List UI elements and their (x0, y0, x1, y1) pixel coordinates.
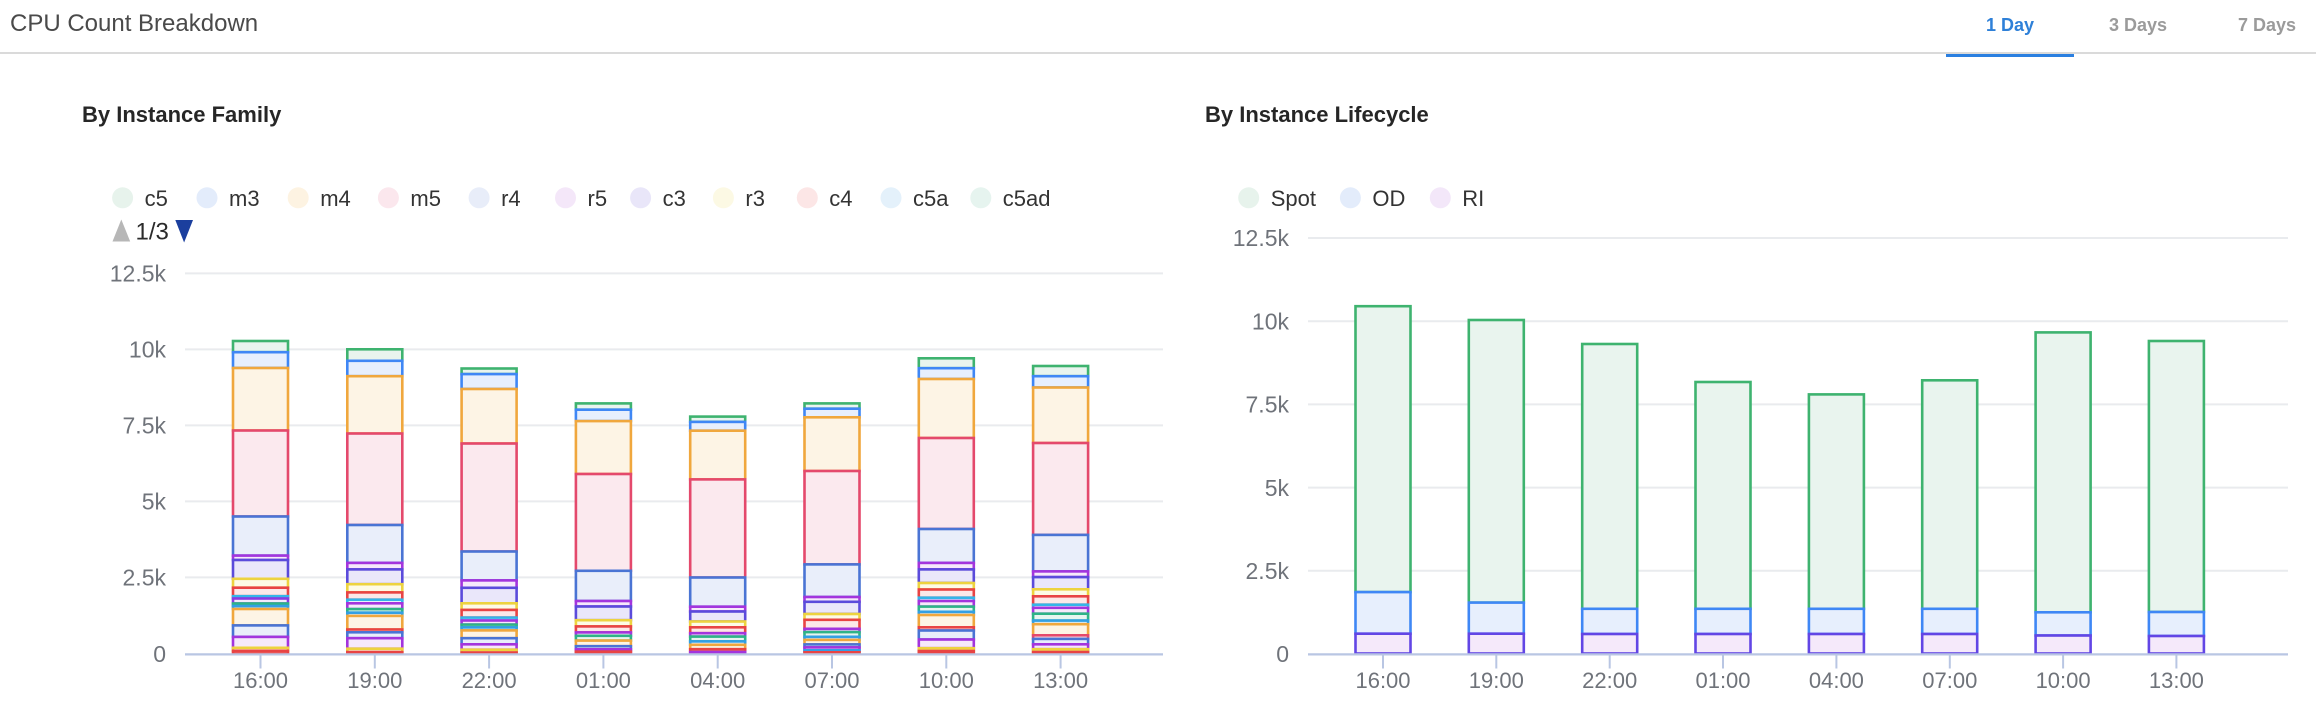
svg-text:13:00: 13:00 (2149, 668, 2204, 693)
svg-text:c5ad: c5ad (1003, 186, 1051, 211)
svg-text:m4: m4 (320, 186, 351, 211)
svg-text:12.5k: 12.5k (110, 261, 167, 287)
svg-text:7.5k: 7.5k (123, 413, 167, 439)
svg-text:04:00: 04:00 (1809, 668, 1864, 693)
svg-text:5k: 5k (1265, 475, 1290, 501)
svg-text:r3: r3 (745, 186, 765, 211)
svg-text:2.5k: 2.5k (1246, 558, 1290, 584)
svg-text:5k: 5k (142, 489, 167, 515)
svg-text:12.5k: 12.5k (1233, 225, 1290, 251)
svg-text:07:00: 07:00 (804, 668, 859, 693)
svg-text:0: 0 (1276, 641, 1289, 667)
svg-text:16:00: 16:00 (233, 668, 288, 693)
svg-text:c4: c4 (829, 186, 852, 211)
svg-text:10:00: 10:00 (2036, 668, 2091, 693)
svg-text:m3: m3 (229, 186, 260, 211)
svg-text:22:00: 22:00 (462, 668, 517, 693)
svg-text:r4: r4 (501, 186, 521, 211)
svg-text:OD: OD (1372, 186, 1405, 211)
svg-text:Spot: Spot (1271, 186, 1316, 211)
svg-text:19:00: 19:00 (347, 668, 402, 693)
svg-text:c5a: c5a (913, 186, 949, 211)
svg-text:10k: 10k (129, 337, 167, 363)
svg-text:RI: RI (1462, 186, 1484, 211)
svg-text:m5: m5 (410, 186, 441, 211)
svg-text:r5: r5 (588, 186, 608, 211)
svg-text:22:00: 22:00 (1582, 668, 1637, 693)
svg-text:01:00: 01:00 (1695, 668, 1750, 693)
svg-text:c5: c5 (145, 186, 168, 211)
svg-text:7.5k: 7.5k (1246, 392, 1290, 418)
svg-text:1/3: 1/3 (136, 219, 169, 246)
svg-text:13:00: 13:00 (1033, 668, 1088, 693)
svg-text:01:00: 01:00 (576, 668, 631, 693)
svg-text:0: 0 (153, 641, 166, 667)
svg-text:16:00: 16:00 (1355, 668, 1410, 693)
svg-text:2.5k: 2.5k (123, 565, 167, 591)
svg-text:10k: 10k (1252, 308, 1290, 334)
svg-text:04:00: 04:00 (690, 668, 745, 693)
svg-text:c3: c3 (663, 186, 686, 211)
svg-text:07:00: 07:00 (1922, 668, 1977, 693)
svg-text:19:00: 19:00 (1469, 668, 1524, 693)
svg-text:10:00: 10:00 (919, 668, 974, 693)
